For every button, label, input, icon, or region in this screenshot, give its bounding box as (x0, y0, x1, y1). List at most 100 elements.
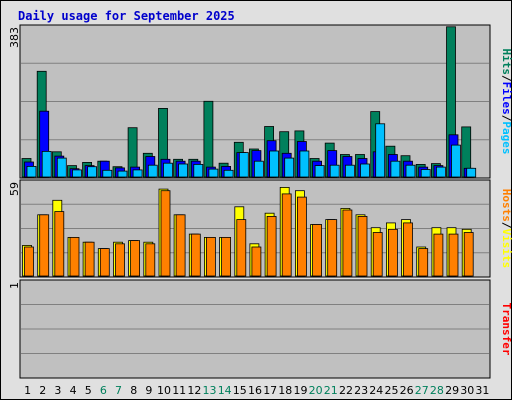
day-label-1: 1 (24, 384, 31, 397)
bar-pages-day-12 (193, 163, 204, 178)
bar-hosts-day-12 (190, 233, 201, 277)
day-label-26: 26 (400, 384, 414, 397)
bar-pages-day-26 (405, 164, 416, 178)
day-label-11: 11 (172, 384, 186, 397)
panel-legend: Transfer (500, 303, 512, 356)
y-max-label: 1 (8, 282, 21, 289)
day-label-21: 21 (324, 384, 338, 397)
day-label-22: 22 (339, 384, 353, 397)
day-label-19: 19 (294, 384, 308, 397)
legend-part: Hits (500, 49, 512, 76)
bar-hosts-day-18 (281, 193, 292, 277)
day-label-15: 15 (233, 384, 247, 397)
bar-pages-day-21 (329, 164, 340, 178)
bar-hosts-day-13 (205, 236, 216, 277)
day-label-28: 28 (430, 384, 444, 397)
day-label-31: 31 (475, 384, 489, 397)
day-label-27: 27 (415, 384, 429, 397)
day-label-20: 20 (309, 384, 323, 397)
day-label-24: 24 (369, 384, 383, 397)
panel-legend: Hosts/Visits (500, 189, 512, 269)
day-label-13: 13 (203, 384, 217, 397)
bar-hits-day-13 (203, 100, 214, 178)
day-label-6: 6 (100, 384, 107, 397)
x-axis-day-labels: 1 2 3 4 5 6 7 8 9 10 11 12 13 14 15 16 17 18 19 20 21 22 23 24 2… (24, 384, 489, 397)
bar-pages-day-27 (420, 169, 431, 178)
bar-pages-day-16 (253, 160, 264, 178)
bar-pages-day-23 (360, 163, 370, 178)
bar-pages-day-14 (223, 169, 234, 178)
bar-hosts-day-14 (221, 236, 232, 277)
bar-pages-day-7 (117, 170, 128, 178)
bar-pages-day-4 (72, 169, 82, 178)
bar-pages-day-29 (451, 144, 461, 178)
bar-pages-day-28 (435, 166, 446, 178)
bar-hosts-day-28 (433, 233, 444, 277)
legend-part: / (500, 115, 512, 122)
bar-pages-day-1 (26, 165, 37, 178)
day-label-8: 8 (130, 384, 137, 397)
bar-hosts-day-1 (24, 246, 34, 277)
day-label-16: 16 (248, 384, 262, 397)
bar-pages-day-18 (284, 157, 295, 178)
bar-pages-day-24 (375, 123, 386, 178)
bar-pages-day-25 (390, 160, 401, 178)
bar-pages-day-20 (314, 165, 325, 178)
bar-hosts-day-21 (327, 219, 338, 277)
legend-part: Transfer (500, 303, 512, 356)
bar-pages-day-13 (208, 168, 219, 178)
bar-hosts-day-25 (387, 228, 398, 277)
day-label-10: 10 (157, 384, 171, 397)
bar-hosts-day-20 (312, 224, 323, 277)
bar-hosts-day-27 (418, 248, 429, 277)
bar-pages-day-9 (147, 164, 158, 178)
day-label-12: 12 (187, 384, 201, 397)
bar-hosts-day-16 (251, 246, 262, 277)
bar-hosts-day-11 (175, 214, 186, 277)
bar-hosts-day-29 (448, 233, 459, 277)
day-label-25: 25 (385, 384, 399, 397)
day-label-5: 5 (85, 384, 92, 397)
bar-pages-day-22 (344, 164, 355, 178)
bar-hosts-day-30 (463, 232, 474, 277)
day-label-4: 4 (70, 384, 77, 397)
bar-pages-day-8 (132, 169, 143, 178)
bar-hosts-day-17 (266, 215, 277, 277)
bar-pages-day-17 (269, 150, 280, 178)
bar-hosts-day-2 (39, 214, 50, 277)
bar-pages-day-19 (299, 150, 310, 178)
day-label-2: 2 (39, 384, 46, 397)
bar-hosts-day-10 (160, 190, 171, 277)
bar-hosts-day-22 (342, 209, 353, 277)
bar-hosts-day-24 (372, 232, 383, 277)
day-label-18: 18 (278, 384, 292, 397)
legend-part: / (500, 75, 512, 82)
bar-hosts-day-23 (357, 215, 368, 277)
day-label-30: 30 (460, 384, 474, 397)
legend-part: Pages (500, 121, 512, 154)
day-label-23: 23 (354, 384, 368, 397)
bar-hosts-day-26 (403, 222, 413, 277)
day-label-14: 14 (218, 384, 232, 397)
legend-part: Visits (500, 229, 512, 269)
bar-hosts-day-4 (69, 236, 80, 277)
y-max-label: 59 (8, 182, 21, 196)
y-max-label: 383 (8, 27, 21, 48)
bar-hosts-day-19 (296, 196, 307, 277)
panel-3: 1 Transfer (8, 279, 512, 379)
chart-title: Daily usage for September 2025 (18, 9, 235, 23)
day-label-29: 29 (445, 384, 459, 397)
legend-part: Files (500, 82, 512, 115)
day-label-7: 7 (115, 384, 122, 397)
bar-hosts-day-3 (54, 211, 65, 277)
day-label-3: 3 (54, 384, 61, 397)
bar-hosts-day-8 (130, 240, 141, 277)
bar-hosts-day-5 (84, 241, 95, 277)
bar-hosts-day-7 (115, 243, 125, 277)
bar-pages-day-30 (466, 167, 477, 178)
bar-pages-day-5 (87, 166, 97, 178)
bar-hosts-day-6 (99, 248, 110, 277)
